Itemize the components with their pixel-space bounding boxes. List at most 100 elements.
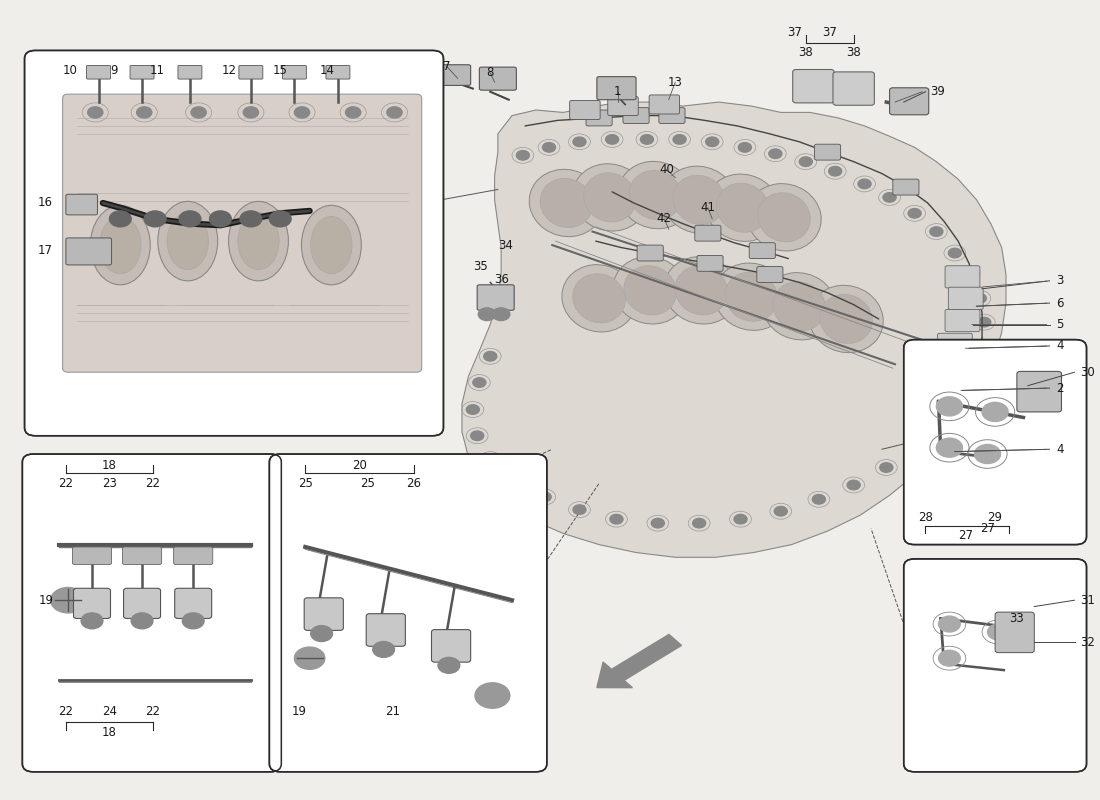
Ellipse shape bbox=[673, 175, 725, 224]
Circle shape bbox=[373, 642, 395, 658]
Circle shape bbox=[812, 494, 825, 504]
Text: 15: 15 bbox=[273, 64, 288, 77]
Ellipse shape bbox=[573, 164, 647, 231]
FancyBboxPatch shape bbox=[586, 110, 612, 126]
Circle shape bbox=[88, 107, 103, 118]
Circle shape bbox=[909, 443, 921, 453]
Ellipse shape bbox=[714, 263, 789, 330]
Circle shape bbox=[345, 107, 361, 118]
FancyBboxPatch shape bbox=[66, 194, 98, 215]
Text: 23: 23 bbox=[102, 477, 117, 490]
Circle shape bbox=[938, 650, 960, 666]
Circle shape bbox=[179, 211, 201, 227]
FancyBboxPatch shape bbox=[283, 66, 307, 79]
Circle shape bbox=[240, 211, 262, 227]
Text: 22: 22 bbox=[58, 477, 74, 490]
Circle shape bbox=[693, 518, 706, 528]
Circle shape bbox=[136, 107, 152, 118]
Circle shape bbox=[131, 613, 153, 629]
Circle shape bbox=[606, 134, 618, 144]
FancyBboxPatch shape bbox=[937, 334, 972, 355]
Circle shape bbox=[930, 227, 943, 236]
FancyBboxPatch shape bbox=[1016, 371, 1062, 412]
FancyBboxPatch shape bbox=[814, 144, 840, 160]
Circle shape bbox=[478, 308, 496, 321]
Text: 40: 40 bbox=[659, 163, 674, 176]
Circle shape bbox=[738, 142, 751, 152]
FancyBboxPatch shape bbox=[948, 287, 983, 310]
Circle shape bbox=[81, 613, 103, 629]
Text: 10: 10 bbox=[63, 64, 78, 77]
Ellipse shape bbox=[773, 282, 825, 330]
Circle shape bbox=[909, 209, 921, 218]
Circle shape bbox=[952, 397, 965, 406]
Text: 31: 31 bbox=[1080, 594, 1094, 606]
Text: 26: 26 bbox=[407, 477, 421, 490]
Ellipse shape bbox=[90, 206, 151, 285]
Circle shape bbox=[967, 370, 980, 379]
Circle shape bbox=[936, 438, 962, 457]
Text: 17: 17 bbox=[37, 244, 53, 257]
FancyBboxPatch shape bbox=[174, 547, 212, 565]
Circle shape bbox=[932, 421, 945, 430]
Circle shape bbox=[976, 343, 989, 353]
Circle shape bbox=[508, 474, 520, 484]
Ellipse shape bbox=[310, 217, 352, 274]
Ellipse shape bbox=[301, 206, 361, 285]
Circle shape bbox=[573, 137, 586, 146]
FancyBboxPatch shape bbox=[305, 598, 343, 630]
Circle shape bbox=[438, 658, 460, 674]
Circle shape bbox=[651, 518, 664, 528]
Circle shape bbox=[493, 308, 509, 321]
Circle shape bbox=[484, 455, 497, 464]
Ellipse shape bbox=[629, 170, 682, 219]
FancyBboxPatch shape bbox=[833, 72, 875, 106]
FancyBboxPatch shape bbox=[904, 340, 1087, 545]
Text: 2: 2 bbox=[1056, 382, 1064, 394]
Text: 34: 34 bbox=[498, 238, 513, 251]
FancyBboxPatch shape bbox=[659, 108, 685, 123]
Ellipse shape bbox=[725, 272, 778, 322]
Text: 42: 42 bbox=[657, 212, 672, 226]
FancyBboxPatch shape bbox=[74, 588, 110, 618]
Circle shape bbox=[974, 294, 987, 303]
FancyBboxPatch shape bbox=[122, 547, 162, 565]
Circle shape bbox=[847, 480, 860, 490]
Text: 22: 22 bbox=[145, 705, 161, 718]
Ellipse shape bbox=[157, 202, 218, 281]
Circle shape bbox=[109, 211, 131, 227]
Text: 38: 38 bbox=[846, 46, 861, 58]
Circle shape bbox=[183, 613, 205, 629]
Text: 7: 7 bbox=[443, 60, 451, 73]
FancyBboxPatch shape bbox=[757, 266, 783, 282]
Text: 11: 11 bbox=[150, 64, 165, 77]
Circle shape bbox=[209, 211, 231, 227]
Ellipse shape bbox=[618, 162, 693, 229]
Ellipse shape bbox=[664, 257, 738, 324]
FancyBboxPatch shape bbox=[893, 179, 918, 195]
Text: 5: 5 bbox=[1056, 318, 1064, 331]
Ellipse shape bbox=[716, 183, 769, 232]
Text: 3: 3 bbox=[1056, 274, 1064, 287]
Ellipse shape bbox=[167, 213, 208, 270]
Ellipse shape bbox=[662, 166, 736, 234]
FancyBboxPatch shape bbox=[73, 547, 111, 565]
Ellipse shape bbox=[238, 213, 279, 270]
Ellipse shape bbox=[100, 217, 141, 274]
Circle shape bbox=[734, 514, 747, 524]
Circle shape bbox=[975, 445, 1001, 463]
FancyBboxPatch shape bbox=[904, 559, 1087, 772]
FancyBboxPatch shape bbox=[649, 95, 680, 114]
FancyBboxPatch shape bbox=[945, 310, 980, 332]
Text: 9: 9 bbox=[110, 64, 118, 77]
FancyBboxPatch shape bbox=[431, 630, 471, 662]
Circle shape bbox=[466, 405, 480, 414]
Ellipse shape bbox=[624, 266, 676, 315]
Text: 35: 35 bbox=[473, 260, 487, 273]
FancyBboxPatch shape bbox=[597, 77, 636, 100]
Circle shape bbox=[387, 107, 403, 118]
Text: 19: 19 bbox=[39, 594, 54, 606]
Circle shape bbox=[542, 142, 556, 152]
FancyBboxPatch shape bbox=[637, 245, 663, 261]
Text: 4: 4 bbox=[1056, 442, 1064, 456]
